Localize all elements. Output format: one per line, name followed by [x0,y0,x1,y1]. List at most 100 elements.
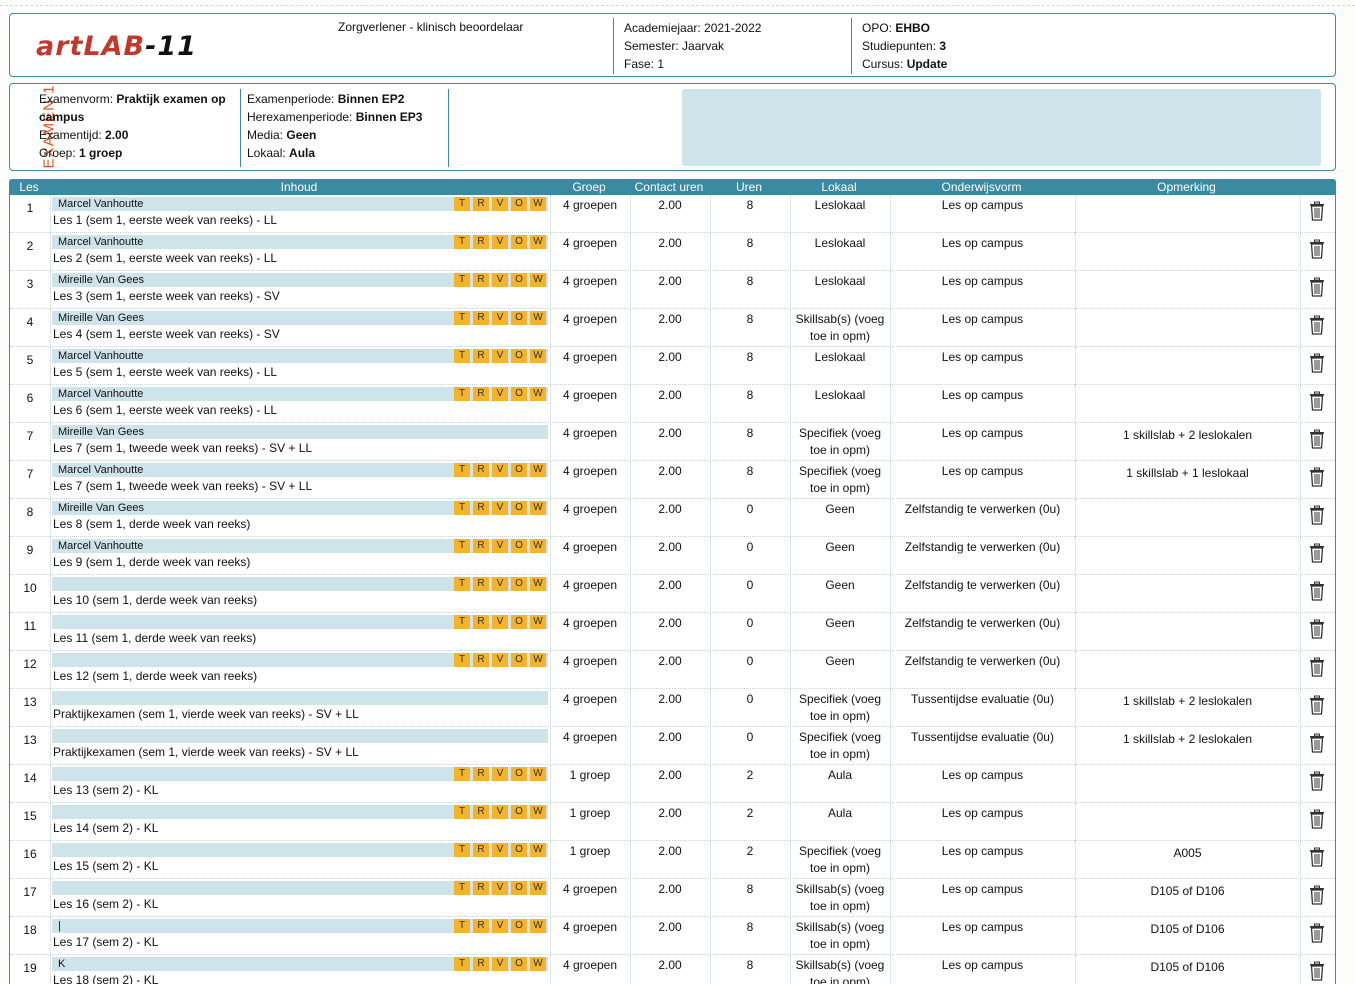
trash-icon[interactable] [1308,695,1326,715]
docent-field[interactable] [52,805,548,819]
table-row[interactable]: 6 Marcel Vanhoutte Les 6 (sem 1, eerste … [10,385,1335,423]
tag-v[interactable]: V [492,197,508,211]
trash-icon[interactable] [1308,277,1326,297]
tag-w[interactable]: W [530,653,546,667]
docent-field[interactable]: Marcel Vanhoutte [52,349,548,363]
tag-t[interactable]: T [454,501,470,515]
tag-t[interactable]: T [454,235,470,249]
tag-r[interactable]: R [473,463,489,477]
table-row[interactable]: 5 Marcel Vanhoutte Les 5 (sem 1, eerste … [10,347,1335,385]
tag-w[interactable]: W [530,273,546,287]
table-row[interactable]: 10 Les 10 (sem 1, derde week van reeks) … [10,575,1335,613]
tag-w[interactable]: W [530,957,546,971]
trash-icon[interactable] [1308,239,1326,259]
tag-r[interactable]: R [473,957,489,971]
tag-t[interactable]: T [454,539,470,553]
trash-icon[interactable] [1308,923,1326,943]
docent-field[interactable]: Marcel Vanhoutte [52,463,548,477]
tag-v[interactable]: V [492,577,508,591]
docent-field[interactable] [52,881,548,895]
tag-t[interactable]: T [454,273,470,287]
tag-w[interactable]: W [530,197,546,211]
docent-field[interactable]: | [52,919,548,933]
tag-w[interactable]: W [530,615,546,629]
docent-field[interactable] [52,653,548,667]
tag-w[interactable]: W [530,577,546,591]
tag-v[interactable]: V [492,805,508,819]
table-row[interactable]: 14 Les 13 (sem 2) - KL 1 groep 2.00 2 Au… [10,765,1335,803]
tag-o[interactable]: O [511,767,527,781]
tag-v[interactable]: V [492,235,508,249]
tag-r[interactable]: R [473,311,489,325]
table-row[interactable]: 8 Mireille Van Gees Les 8 (sem 1, derde … [10,499,1335,537]
tag-v[interactable]: V [492,501,508,515]
tag-t[interactable]: T [454,577,470,591]
tag-r[interactable]: R [473,615,489,629]
tag-v[interactable]: V [492,843,508,857]
docent-field[interactable]: Mireille Van Gees [52,311,548,325]
tag-w[interactable]: W [530,881,546,895]
docent-field[interactable]: Mireille Van Gees [52,425,548,439]
docent-field[interactable]: Mireille Van Gees [52,273,548,287]
tag-t[interactable]: T [454,463,470,477]
tag-o[interactable]: O [511,539,527,553]
tag-w[interactable]: W [530,767,546,781]
tag-w[interactable]: W [530,349,546,363]
tag-v[interactable]: V [492,387,508,401]
table-row[interactable]: 18 | Les 17 (sem 2) - KL 4 groepen 2.00 … [10,917,1335,955]
tag-w[interactable]: W [530,919,546,933]
table-row[interactable]: 7 Mireille Van Gees Les 7 (sem 1, tweede… [10,423,1335,461]
tag-o[interactable]: O [511,653,527,667]
tag-r[interactable]: R [473,539,489,553]
trash-icon[interactable] [1308,961,1326,981]
tag-r[interactable]: R [473,387,489,401]
tag-t[interactable]: T [454,767,470,781]
tag-w[interactable]: W [530,843,546,857]
table-row[interactable]: 12 Les 12 (sem 1, derde week van reeks) … [10,651,1335,689]
tag-r[interactable]: R [473,767,489,781]
tag-w[interactable]: W [530,387,546,401]
tag-t[interactable]: T [454,805,470,819]
table-row[interactable]: 13 Praktijkexamen (sem 1, vierde week va… [10,727,1335,765]
tag-o[interactable]: O [511,843,527,857]
docent-field[interactable] [52,577,548,591]
docent-field[interactable] [52,691,548,705]
table-row[interactable]: 15 Les 14 (sem 2) - KL 1 groep 2.00 2 Au… [10,803,1335,841]
tag-v[interactable]: V [492,615,508,629]
tag-v[interactable]: V [492,349,508,363]
trash-icon[interactable] [1308,885,1326,905]
trash-icon[interactable] [1308,733,1326,753]
tag-w[interactable]: W [530,463,546,477]
tag-o[interactable]: O [511,235,527,249]
table-row[interactable]: 9 Marcel Vanhoutte Les 9 (sem 1, derde w… [10,537,1335,575]
trash-icon[interactable] [1308,505,1326,525]
tag-r[interactable]: R [473,805,489,819]
tag-t[interactable]: T [454,881,470,895]
tag-o[interactable]: O [511,197,527,211]
table-row[interactable]: 17 Les 16 (sem 2) - KL 4 groepen 2.00 8 … [10,879,1335,917]
tag-v[interactable]: V [492,273,508,287]
tag-t[interactable]: T [454,957,470,971]
tag-o[interactable]: O [511,615,527,629]
tag-w[interactable]: W [530,805,546,819]
tag-w[interactable]: W [530,539,546,553]
tag-r[interactable]: R [473,653,489,667]
tag-r[interactable]: R [473,881,489,895]
trash-icon[interactable] [1308,429,1326,449]
trash-icon[interactable] [1308,847,1326,867]
tag-v[interactable]: V [492,653,508,667]
tag-o[interactable]: O [511,805,527,819]
docent-field[interactable]: Marcel Vanhoutte [52,235,548,249]
docent-field[interactable]: K [52,957,548,971]
trash-icon[interactable] [1308,543,1326,563]
docent-field[interactable]: Marcel Vanhoutte [52,387,548,401]
tag-o[interactable]: O [511,501,527,515]
tag-v[interactable]: V [492,767,508,781]
tag-t[interactable]: T [454,349,470,363]
tag-t[interactable]: T [454,843,470,857]
tag-v[interactable]: V [492,311,508,325]
tag-v[interactable]: V [492,881,508,895]
tag-v[interactable]: V [492,539,508,553]
tag-t[interactable]: T [454,653,470,667]
tag-r[interactable]: R [473,919,489,933]
